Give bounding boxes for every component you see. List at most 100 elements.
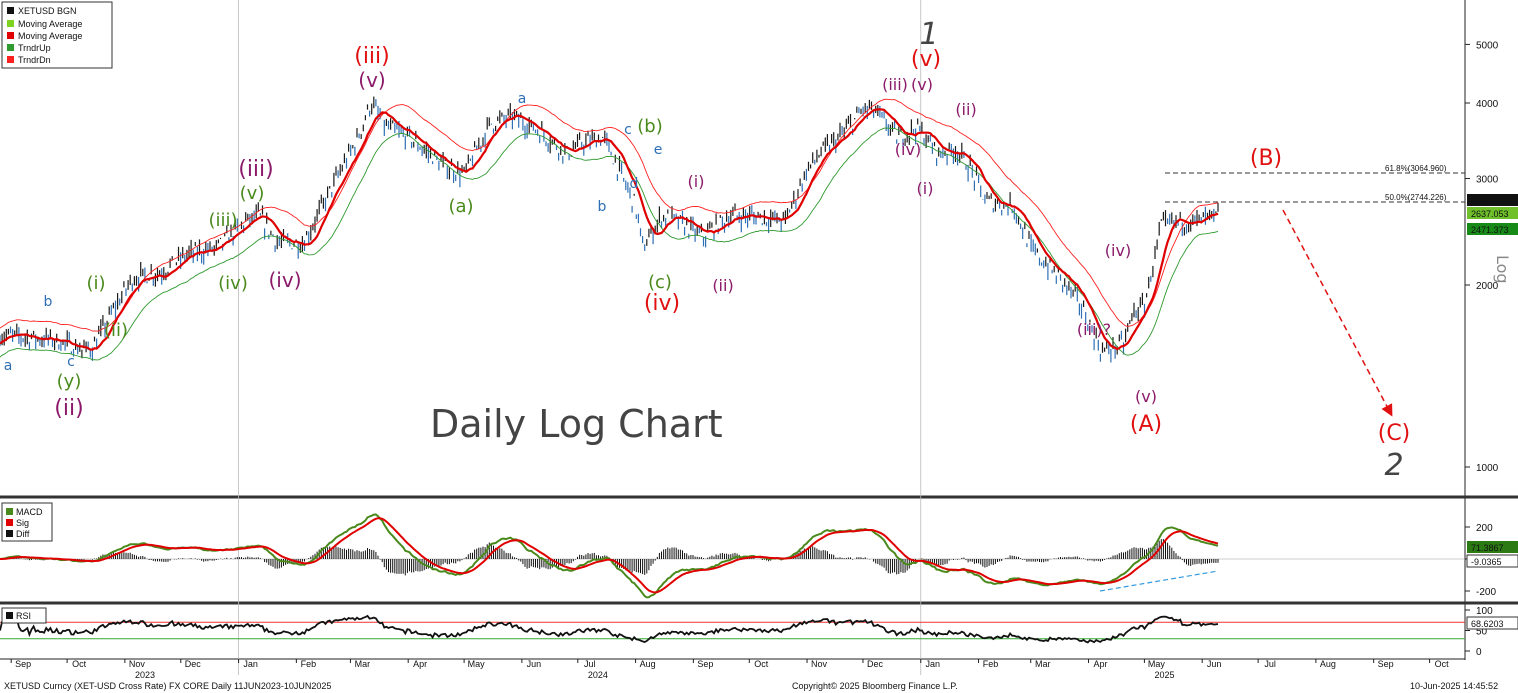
ma1-box — [1467, 207, 1518, 219]
wave-label: (ii) — [955, 100, 976, 119]
macd-legend-1: Sig — [16, 518, 29, 528]
wave-label: (C) — [1378, 421, 1411, 446]
macd-legend-0: MACD — [16, 507, 43, 517]
wave-label: (v) — [911, 47, 941, 72]
trend-up-line — [0, 127, 1219, 361]
rsi-series — [0, 613, 1465, 644]
wave-label: (a) — [448, 196, 473, 217]
wave-label: (ii) — [712, 276, 733, 295]
rsi-legend-0: RSI — [16, 611, 31, 621]
wave-label: (iii) — [882, 75, 908, 94]
diff-value-box — [1466, 554, 1518, 568]
macd-legend: MACD Sig Diff — [1, 502, 53, 542]
x-tick-label: Feb — [301, 659, 317, 669]
wave-label: (v) — [358, 68, 385, 92]
macd-series — [0, 513, 1465, 599]
x-tick-label: Sep — [15, 659, 31, 669]
price-panel — [0, 0, 1465, 496]
price-tick-label: 1000 — [1476, 463, 1499, 474]
x-tick-label: Sep — [697, 659, 713, 669]
wave-label: a — [4, 358, 13, 374]
x-tick-label: Feb — [983, 659, 999, 669]
price-tick-label: 3000 — [1476, 175, 1499, 186]
legend-swatch-0 — [7, 7, 14, 14]
rsi-line — [0, 613, 1219, 644]
signal-line — [0, 517, 1219, 594]
wave-label: (y) — [57, 371, 82, 392]
chart-title: Daily Log Chart — [430, 402, 723, 446]
wave-label: e — [654, 142, 663, 158]
legend-swatch-2 — [7, 32, 14, 39]
macd-legend-2: Diff — [16, 529, 30, 539]
legend-label-3: TrndrUp — [18, 43, 51, 53]
fib-618-label: 61.8%(3064.960) — [1385, 164, 1447, 173]
wave-label: (v) — [1135, 387, 1157, 406]
moving-average-red — [0, 108, 1219, 351]
x-tick-label: Aug — [1320, 659, 1336, 669]
rsi-tick-label: 50 — [1476, 627, 1488, 638]
price-tick-label: 2000 — [1476, 281, 1499, 292]
fib-500-label: 50.0%(2744.226) — [1385, 193, 1447, 202]
wave-label: (iii) — [238, 157, 274, 182]
x-tick-label: May — [1148, 659, 1166, 669]
wave-label: a — [518, 91, 527, 107]
wave-label: (iii)? — [1077, 320, 1111, 339]
x-tick-label: Dec — [185, 659, 202, 669]
wave-label: (i) — [917, 179, 934, 198]
x-tick-label: Apr — [1093, 659, 1107, 669]
x-tick-label: Jan — [925, 659, 940, 669]
wave-label: (v) — [911, 75, 933, 94]
x-tick-label: Mar — [355, 659, 371, 669]
rsi-swatch-0 — [6, 612, 13, 619]
x-tick-label: Jul — [584, 659, 596, 669]
wave-label: (i) — [86, 273, 105, 294]
wave-label: (iv) — [1105, 241, 1131, 260]
x-tick-label: Oct — [72, 659, 87, 669]
legend-swatch-3 — [7, 44, 14, 51]
legend-label-2: Moving Average — [18, 31, 82, 41]
axis-ticks: Sep Oct Nov Dec Jan Feb Mar Apr May Jun Jul Aug Sep O… — [10, 40, 1499, 680]
wave-label: (iv) — [218, 273, 248, 294]
legend-label-4: TrndrDn — [18, 55, 51, 65]
x-tick-label: Sep — [1378, 659, 1394, 669]
wave-label: (b) — [637, 116, 662, 137]
price-tick-label: 4000 — [1476, 99, 1499, 110]
wave-label: (ii) — [54, 396, 83, 421]
rsi-tick-label: 100 — [1476, 606, 1493, 617]
rsi-value-box — [1466, 616, 1518, 630]
trend-down-line — [0, 98, 1219, 332]
macd-tick-label: 200 — [1476, 523, 1493, 534]
wave-label: (ii) — [104, 320, 128, 341]
wave-label: d — [630, 176, 639, 192]
last-price-value: 2768.660 — [1471, 196, 1509, 206]
x-year-label: 2025 — [1154, 670, 1174, 680]
projection-arrow — [1282, 209, 1393, 417]
x-tick-label: Apr — [413, 659, 427, 669]
elliott-wave-labels: abc(y)(ii)(i)(ii)(iii)(iv)(v)(iii)(iv)(i… — [4, 17, 1411, 483]
macd-swatch-1 — [6, 519, 13, 526]
wave-label: (iv) — [895, 140, 921, 159]
x-tick-label: Jan — [243, 659, 258, 669]
ma2-value: 2471.373 — [1471, 225, 1509, 235]
macd-tick-label: -200 — [1476, 587, 1496, 598]
macd-swatch-2 — [6, 530, 13, 537]
diff-value: -9.0365 — [1471, 557, 1502, 567]
wave-label: (A) — [1130, 412, 1162, 437]
wave-label: (v) — [240, 183, 265, 204]
x-tick-label: Mar — [1035, 659, 1051, 669]
price-series — [0, 96, 1219, 363]
log-axis-label: Log — [1493, 255, 1512, 284]
macd-value-box — [1467, 541, 1518, 553]
ma1-value: 2637.053 — [1471, 209, 1509, 219]
ma2-box — [1467, 223, 1518, 235]
x-tick-label: Nov — [129, 659, 146, 669]
legend-label-1: Moving Average — [18, 19, 82, 29]
footer-center: Copyright© 2025 Bloomberg Finance L.P. — [792, 681, 958, 691]
rsi-value: 68.6203 — [1471, 619, 1504, 629]
wave-label: (c) — [648, 272, 672, 293]
footer-left: XETUSD Curncy (XET-USD Cross Rate) FX CO… — [4, 681, 331, 691]
wave-label: 2 — [1384, 448, 1403, 483]
main-legend-box — [1, 1, 113, 69]
footer-right: 10-Jun-2025 14:45:52 — [1410, 681, 1498, 691]
